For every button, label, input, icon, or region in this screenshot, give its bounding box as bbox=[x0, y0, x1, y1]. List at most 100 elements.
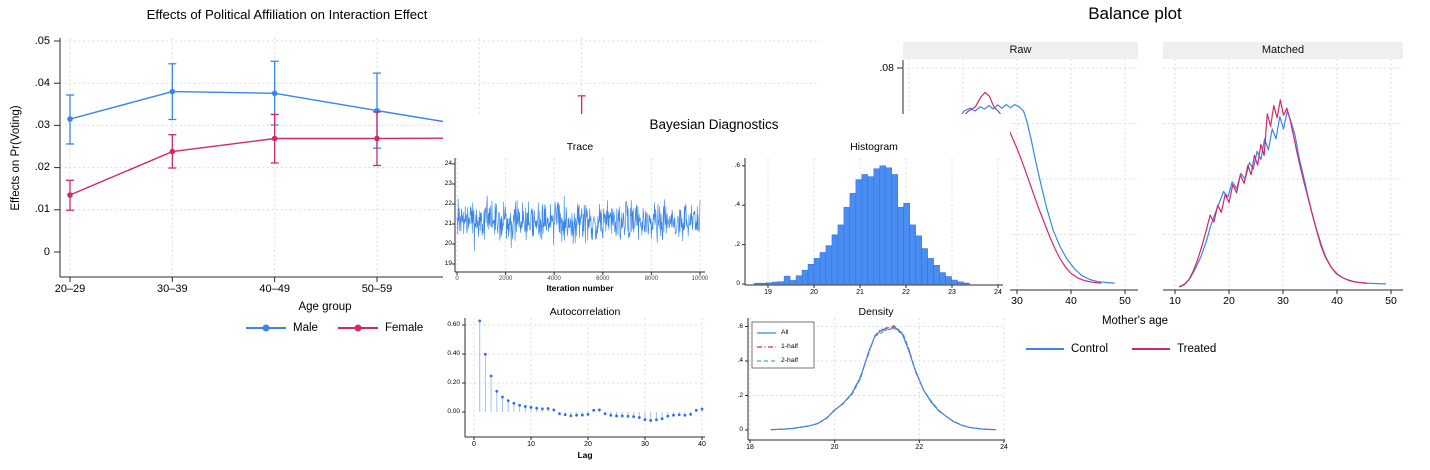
histogram-bar bbox=[933, 265, 940, 285]
autocorrelation-xlabel: Lag bbox=[577, 450, 593, 460]
autocorr-dot bbox=[603, 412, 607, 416]
histogram-bar bbox=[945, 276, 952, 285]
trace-y-tick-label: 24 bbox=[444, 160, 452, 167]
histogram-bar bbox=[897, 206, 904, 285]
density-y-tick-label: 0 bbox=[739, 426, 743, 433]
autocorr-dot bbox=[529, 405, 533, 409]
density-all-curve bbox=[770, 326, 997, 431]
trace-y-tick-label: 20 bbox=[444, 240, 452, 247]
histogram-bar bbox=[957, 281, 964, 285]
trace-x-tick-label: 6000 bbox=[596, 276, 610, 282]
Female-marker bbox=[169, 148, 176, 155]
trace-y-tick-label: 21 bbox=[444, 220, 452, 227]
histogram-title: Histogram bbox=[850, 141, 898, 153]
trace-x-tick-label: 4000 bbox=[547, 276, 561, 282]
balance-x-tick-label: 50 bbox=[1385, 295, 1397, 307]
histogram-bar bbox=[855, 179, 863, 285]
bayesian-figure-background bbox=[443, 114, 1010, 470]
legend-treated-label: Treated bbox=[1177, 343, 1217, 355]
autocorr-dot bbox=[501, 395, 504, 399]
autocorr-dot bbox=[489, 374, 493, 378]
histogram-bar bbox=[831, 234, 839, 285]
histogram-bar bbox=[849, 193, 857, 285]
autocorr-dot bbox=[615, 414, 618, 418]
histogram-bar bbox=[873, 168, 881, 285]
histogram-bar bbox=[879, 165, 887, 285]
histogram-bar bbox=[825, 245, 833, 285]
density-x-tick-label: 22 bbox=[915, 444, 924, 451]
trace-xlabel: Iteration number bbox=[546, 283, 614, 293]
interaction-title: Effects of Political Affiliation on Inte… bbox=[146, 7, 428, 22]
legend-male-label: Male bbox=[293, 322, 318, 334]
autocorr-dot bbox=[512, 401, 516, 405]
autocorr-dot bbox=[655, 418, 658, 422]
autocorr-dot bbox=[535, 406, 539, 410]
density-y-tick-label: .6 bbox=[737, 322, 743, 330]
trace-x-tick-label: 0 bbox=[455, 276, 459, 282]
trace-x-tick-label: 10000 bbox=[691, 276, 709, 282]
histogram-bar bbox=[759, 282, 767, 285]
Female-marker bbox=[67, 192, 73, 198]
autocorr-y-tick-label: 0.00 bbox=[447, 408, 460, 415]
autocorr-dot bbox=[637, 416, 641, 419]
autocorr-dot bbox=[495, 389, 499, 393]
density-x-tick-label: 24 bbox=[1000, 444, 1008, 451]
y-tick-label: .04 bbox=[34, 76, 50, 89]
male-dot-icon bbox=[262, 324, 270, 332]
balance-y-tick-label: .08 bbox=[879, 61, 894, 74]
histogram-bar bbox=[765, 282, 773, 285]
histogram-x-tick-label: 22 bbox=[902, 289, 910, 296]
autocorr-dot bbox=[672, 413, 675, 417]
autocorr-dot bbox=[620, 414, 624, 418]
y-tick-label: .03 bbox=[34, 118, 50, 131]
treated-line-icon bbox=[1132, 348, 1171, 350]
autocorr-dot bbox=[683, 413, 687, 417]
autocorr-dot bbox=[518, 403, 521, 407]
histogram-bar bbox=[915, 235, 922, 285]
balance-x-tick-label: 50 bbox=[1119, 295, 1131, 307]
histogram-bar bbox=[777, 281, 785, 285]
histogram-x-tick-label: 20 bbox=[810, 289, 818, 296]
autocorr-dot bbox=[580, 413, 584, 417]
x-tick-label: 50–59 bbox=[361, 283, 393, 295]
balance-x-tick-label: 10 bbox=[1169, 295, 1181, 307]
histogram-y-tick-label: .6 bbox=[734, 161, 740, 169]
autocorr-dot bbox=[632, 415, 635, 419]
trace-x-tick-label: 2000 bbox=[498, 276, 513, 282]
bayesian-title: Bayesian Diagnostics bbox=[649, 117, 779, 132]
y-tick-label: 0 bbox=[43, 245, 50, 258]
interaction-legend: Male Female bbox=[246, 322, 423, 334]
legend-item-treated: Treated bbox=[1132, 343, 1216, 355]
male-line-marker-icon bbox=[246, 324, 286, 332]
autocorr-dot bbox=[649, 419, 653, 422]
autocorr-dot bbox=[677, 413, 681, 417]
interaction-xlabel: Age group bbox=[298, 301, 352, 313]
density-x-tick-label: 20 bbox=[830, 444, 839, 451]
histogram-y-tick-label: .4 bbox=[734, 201, 740, 209]
histogram-x-tick-label: 23 bbox=[948, 289, 956, 296]
autocorr-x-tick-label: 40 bbox=[698, 441, 706, 448]
trace-y-tick-label: 23 bbox=[444, 180, 452, 187]
y-tick-label: .01 bbox=[34, 203, 50, 216]
balance-title: Balance plot bbox=[1088, 4, 1182, 23]
Female-marker bbox=[271, 135, 278, 142]
histogram-bar bbox=[783, 275, 791, 285]
histogram-bar bbox=[903, 202, 910, 285]
trace-series bbox=[456, 195, 701, 252]
autocorr-dot bbox=[478, 319, 482, 323]
histogram-bar bbox=[837, 224, 845, 285]
autocorr-dot bbox=[523, 405, 527, 408]
female-dot-icon bbox=[354, 324, 362, 332]
legend-item-male: Male bbox=[246, 322, 318, 334]
histogram-bar bbox=[927, 258, 934, 285]
density-legend-2half-label: 2-half bbox=[781, 357, 799, 364]
autocorrelation-title: Autocorrelation bbox=[549, 306, 621, 318]
balance-x-tick-label: 30 bbox=[1277, 295, 1289, 307]
autocorr-x-tick-label: 30 bbox=[641, 441, 649, 448]
histogram-bar bbox=[819, 252, 827, 285]
density-title: Density bbox=[858, 306, 894, 318]
autocorr-dot bbox=[689, 412, 692, 416]
Male-marker bbox=[169, 88, 176, 95]
